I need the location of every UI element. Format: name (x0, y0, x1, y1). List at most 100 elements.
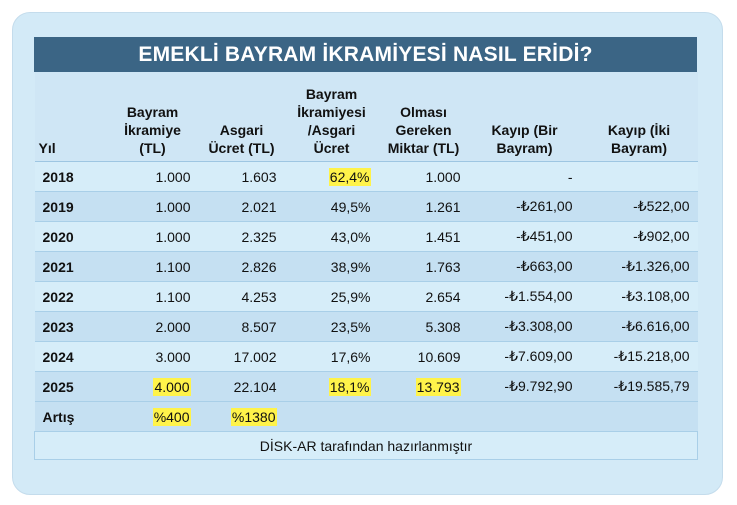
cell-value: 17.002 (233, 348, 277, 365)
cell-value: 49,5% (330, 198, 371, 215)
cell-expected: 2.654 (378, 281, 469, 312)
cell-value: -₺9.792,90 (504, 378, 573, 394)
cell-value: 2020 (42, 228, 74, 245)
cell-loss-one: -₺451,00 (468, 221, 581, 252)
cell-loss-two (580, 161, 698, 192)
cell-value: -₺1.326,00 (621, 258, 690, 274)
cell-loss-one: -₺3.308,00 (468, 311, 581, 342)
cell-value: 22.104 (233, 378, 277, 395)
cell-bonus: 1.000 (106, 191, 199, 222)
cell-year: 2019 (34, 191, 107, 222)
cell-value: 2.654 (425, 288, 461, 305)
header-loss-one: Kayıp (Bir Bayram) (468, 72, 581, 162)
bonus-table: EMEKLİ BAYRAM İKRAMİYESİ NASIL ERİDİ? Yı… (34, 37, 698, 460)
cell-value: 2.021 (241, 198, 277, 215)
cell-expected: 1.000 (378, 161, 469, 192)
header-year: Yıl (34, 72, 107, 162)
cell-value: -₺6.616,00 (621, 318, 690, 334)
cell-loss-two: -₺3.108,00 (580, 281, 698, 312)
table-row: 2021 1.100 2.826 38,9% 1.763 -₺663,00 -₺1.326,… (34, 251, 698, 282)
source-footer: DİSK-AR tarafından hazırlanmıştır (34, 431, 698, 460)
cell-value: 1.000 (155, 198, 191, 215)
cell-value: 5.308 (425, 318, 461, 335)
cell-value: 2021 (42, 258, 74, 275)
cell-value: 1.763 (425, 258, 461, 275)
cell-value: 4.000 (153, 377, 191, 396)
cell-value: 17,6% (330, 348, 371, 365)
cell-value: 2018 (42, 168, 74, 185)
cell-min-wage: 2.021 (198, 191, 285, 222)
cell-bonus: 1.000 (106, 221, 199, 252)
cell-value: -₺522,00 (633, 198, 690, 214)
header-min-wage: Asgari Ücret (TL) (198, 72, 285, 162)
cell-expected: 10.609 (378, 341, 469, 372)
header-loss-two: Kayıp (İki Bayram) (580, 72, 698, 162)
cell-ratio: 62,4% (284, 161, 379, 192)
cell-min-wage: 2.325 (198, 221, 285, 252)
cell-year: 2024 (34, 341, 107, 372)
cell-value: -₺1.554,00 (504, 288, 573, 304)
cell-min-wage: 17.002 (198, 341, 285, 372)
increase-label: Artış (34, 401, 107, 432)
cell-value: 23,5% (330, 318, 371, 335)
table-row: 2018 1.000 1.603 62,4% 1.000 - (34, 161, 698, 192)
cell-value: -₺19.585,79 (613, 378, 690, 394)
cell-bonus: 4.000 (106, 371, 199, 402)
cell-loss-two: -₺19.585,79 (580, 371, 698, 402)
cell-value: 2022 (42, 288, 74, 305)
cell-year: 2021 (34, 251, 107, 282)
cell-value: 38,9% (330, 258, 371, 275)
cell-value: 2025 (42, 378, 74, 395)
header-ratio: Bayram İkramiyesi /Asgari Ücret (284, 72, 379, 162)
cell-ratio: 25,9% (284, 281, 379, 312)
cell-min-wage: 4.253 (198, 281, 285, 312)
cell-min-wage: 2.826 (198, 251, 285, 282)
cell-year: 2023 (34, 311, 107, 342)
table-title: EMEKLİ BAYRAM İKRAMİYESİ NASIL ERİDİ? (34, 37, 697, 72)
increase-label-text: Artış (42, 408, 75, 425)
cell-bonus: 1.100 (106, 251, 199, 282)
cell-value: 1.000 (425, 168, 461, 185)
cell-value: 2024 (42, 348, 74, 365)
cell-value: -₺663,00 (516, 258, 573, 274)
cell-expected: 1.763 (378, 251, 469, 282)
cell-value: - (567, 168, 573, 185)
cell-loss-two: -₺902,00 (580, 221, 698, 252)
cell-year: 2025 (34, 371, 107, 402)
cell-min-wage: 8.507 (198, 311, 285, 342)
cell-value: 18,1% (328, 377, 371, 396)
cell-expected: 1.451 (378, 221, 469, 252)
cell-value: 1.100 (155, 288, 191, 305)
header-row: Yıl Bayram İkramiye (TL) Asgari Ücret (T… (34, 72, 698, 162)
cell-bonus: 2.000 (106, 311, 199, 342)
cell-value: -₺3.108,00 (621, 288, 690, 304)
cell-expected: 13.793 (378, 371, 469, 402)
cell-value: -₺3.308,00 (504, 318, 573, 334)
cell-year: 2022 (34, 281, 107, 312)
header-expected: Olması Gereken Miktar (TL) (378, 72, 469, 162)
cell-loss-two: -₺1.326,00 (580, 251, 698, 282)
cell-value: 1.100 (155, 258, 191, 275)
cell-value: -₺7.609,00 (504, 348, 573, 364)
cell-min-wage: 22.104 (198, 371, 285, 402)
cell-loss-two: -₺522,00 (580, 191, 698, 222)
cell-value: -₺902,00 (633, 228, 690, 244)
increase-bonus: %400 (106, 401, 199, 432)
cell-value: 2023 (42, 318, 74, 335)
increase-bonus-value: %400 (152, 407, 191, 426)
cell-value: -₺261,00 (516, 198, 573, 214)
increase-row: Artış %400 %1380 (34, 401, 698, 432)
cell-value: 4.253 (241, 288, 277, 305)
cell-expected: 1.261 (378, 191, 469, 222)
cell-value: 43,0% (330, 228, 371, 245)
table-row: 2019 1.000 2.021 49,5% 1.261 -₺261,00 -₺522,00 (34, 191, 698, 222)
cell-value: 3.000 (155, 348, 191, 365)
cell-value: 2.826 (241, 258, 277, 275)
cell-value: 13.793 (415, 377, 461, 396)
cell-ratio: 43,0% (284, 221, 379, 252)
cell-ratio: 18,1% (284, 371, 379, 402)
cell-value: -₺451,00 (516, 228, 573, 244)
cell-value: 1.000 (155, 168, 191, 185)
cell-ratio: 23,5% (284, 311, 379, 342)
cell-year: 2020 (34, 221, 107, 252)
